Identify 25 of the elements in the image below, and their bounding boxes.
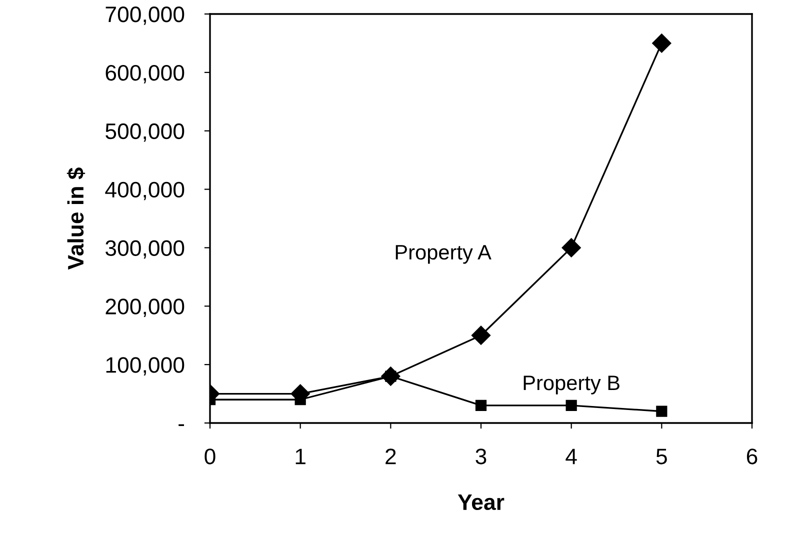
- y-tick-label: 100,000: [106, 357, 184, 376]
- y-tick-label: 600,000: [106, 64, 184, 84]
- y-tick-label: 500,000: [106, 123, 184, 142]
- y-tick-label: -: [178, 424, 184, 426]
- x-tick-label: 0: [204, 448, 216, 464]
- x-tick-label: 4: [566, 448, 577, 464]
- point: [566, 400, 577, 412]
- point: [656, 406, 668, 417]
- y-tick-label: 700,000: [106, 6, 184, 25]
- y-axis-title: Value in $: [66, 168, 86, 270]
- x-tick-label: 5: [656, 448, 667, 464]
- x-tick-label: 1: [296, 448, 306, 464]
- y-tick-label: 200,000: [106, 298, 184, 318]
- x-tick-label: 2: [386, 448, 396, 464]
- point: [475, 400, 487, 412]
- point: [562, 238, 581, 258]
- point: [471, 326, 491, 345]
- series-label: Property B: [524, 376, 620, 394]
- text: Property A: [396, 245, 492, 264]
- x-tick-label: 6: [746, 448, 758, 464]
- y-tick-label: 300,000: [106, 240, 184, 259]
- x-tick-label: 3: [476, 448, 486, 464]
- y-tick-label: 400,000: [105, 182, 184, 200]
- point: [652, 34, 672, 53]
- x-axis-title: Year: [458, 494, 504, 510]
